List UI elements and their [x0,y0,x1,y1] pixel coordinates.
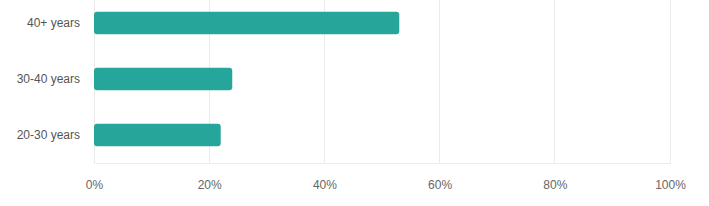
x-tick-label: 20% [198,178,222,192]
x-tick-label: 100% [655,178,686,192]
y-tick: 40+ years [27,16,94,30]
x-axis-line [95,163,671,164]
y-tick-label: 20-30 years [17,128,80,142]
grid-line [554,0,555,163]
x-tick-label: 0% [86,178,104,192]
x-tick: 80% [543,163,567,192]
bars [94,12,399,146]
y-tick: 20-30 years [17,128,94,142]
x-axis: 0% 20% 40% 60% 80% 100% [86,163,686,192]
bar [94,124,221,146]
chart: 0% 20% 40% 60% 80% 100% 40+ years 30-40 years 20… [0,0,709,206]
grid-line [670,0,671,163]
x-tick: 60% [428,163,452,192]
y-axis: 40+ years 30-40 years 20-30 years [17,16,94,142]
x-tick-label: 40% [313,178,337,192]
x-tick-label: 60% [428,178,452,192]
y-tick-label: 30-40 years [17,72,80,86]
x-tick-label: 80% [543,178,567,192]
y-tick-label: 40+ years [27,16,80,30]
grid [94,0,670,163]
bar [94,68,232,90]
y-tick: 30-40 years [17,72,94,86]
x-tick: 20% [198,163,222,192]
bar [94,12,399,34]
grid-line [439,0,440,163]
x-tick: 100% [655,163,686,192]
x-tick: 0% [86,163,104,192]
x-tick: 40% [313,163,337,192]
